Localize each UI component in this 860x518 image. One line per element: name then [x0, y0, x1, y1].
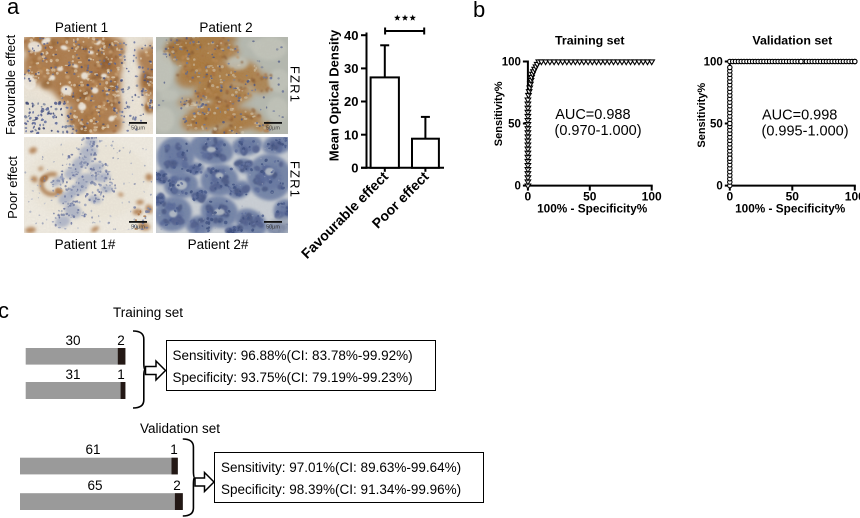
- svg-text:50: 50: [786, 190, 800, 204]
- svg-text:40: 40: [344, 28, 358, 43]
- svg-text:1: 1: [170, 442, 178, 457]
- svg-text:Sensitivity%: Sensitivity%: [493, 81, 505, 146]
- svg-text:0: 0: [716, 181, 722, 193]
- svg-text:50µm: 50µm: [266, 125, 280, 131]
- svg-text:50µm: 50µm: [131, 125, 145, 131]
- svg-text:20: 20: [344, 94, 358, 109]
- svg-text:30: 30: [65, 333, 80, 348]
- svg-text:31: 31: [65, 367, 80, 382]
- svg-text:100: 100: [502, 57, 521, 69]
- svg-text:100: 100: [845, 190, 860, 204]
- svg-text:10: 10: [344, 127, 358, 142]
- svg-text:50: 50: [583, 190, 597, 204]
- svg-text:100: 100: [704, 57, 723, 69]
- svg-text:1: 1: [117, 367, 125, 382]
- svg-text:50: 50: [508, 119, 521, 131]
- svg-text:50µm: 50µm: [266, 224, 280, 230]
- svg-text:100: 100: [642, 190, 662, 204]
- svg-text:50: 50: [710, 119, 723, 131]
- svg-text:AUC=0.998: AUC=0.998: [762, 108, 837, 124]
- svg-text:61: 61: [85, 442, 100, 457]
- svg-text:AUC=0.988: AUC=0.988: [555, 107, 630, 123]
- svg-text:100% - Specificity%: 100% - Specificity%: [537, 202, 648, 216]
- svg-text:Sensitivity%: Sensitivity%: [696, 83, 708, 148]
- svg-text:30: 30: [344, 61, 358, 76]
- svg-text:(0.995-1.000): (0.995-1.000): [762, 123, 849, 139]
- svg-text:50µm: 50µm: [131, 224, 145, 230]
- svg-text:0: 0: [351, 161, 358, 176]
- svg-text:0: 0: [525, 190, 532, 204]
- svg-text:Mean Optical Density: Mean Optical Density: [327, 29, 342, 161]
- svg-text:2: 2: [173, 478, 181, 493]
- svg-text:Training set: Training set: [555, 34, 625, 48]
- svg-text:Validation set: Validation set: [752, 34, 832, 48]
- svg-text:0: 0: [514, 181, 520, 193]
- svg-text:65: 65: [87, 478, 102, 493]
- svg-text:2: 2: [117, 333, 125, 348]
- svg-text:100% - Specificity%: 100% - Specificity%: [735, 202, 846, 216]
- svg-text:(0.970-1.000): (0.970-1.000): [555, 123, 642, 139]
- svg-text:0: 0: [726, 190, 733, 204]
